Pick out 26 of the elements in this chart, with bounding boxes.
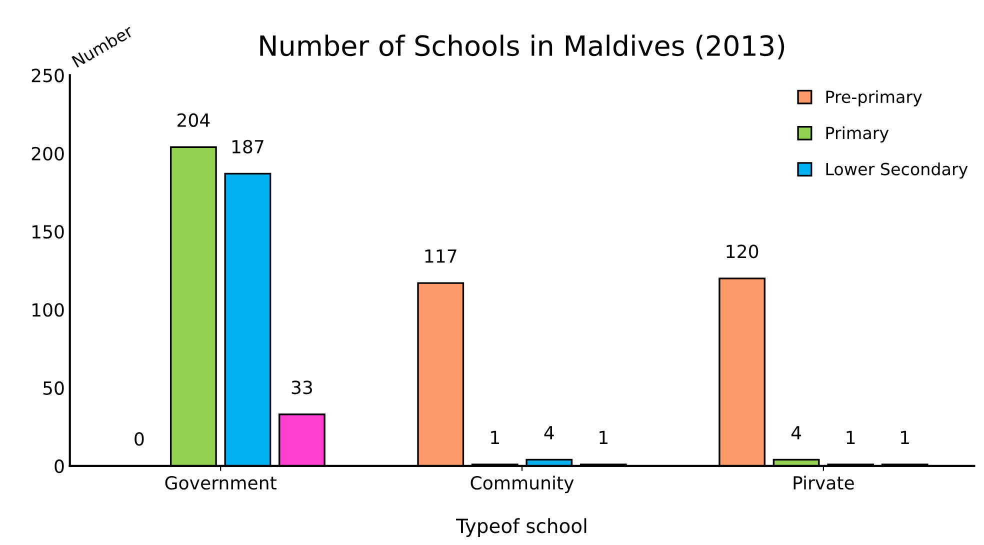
data-label: 4 [544,426,554,440]
y-tick-label: 50 [43,381,64,395]
x-tick-label: Pirvate [794,476,854,490]
y-tick-label: 0 [54,459,64,474]
legend-label: Primary [826,126,889,142]
data-label: 1 [901,430,909,444]
data-label: 120 [726,244,758,258]
x-axis-title: Typeof school [456,518,586,537]
data-label: 0 [134,432,144,446]
y-tick-label: 150 [32,224,64,239]
data-label: 4 [791,426,802,440]
data-label: 1 [846,430,855,444]
data-label: 204 [178,113,210,127]
data-label: 117 [425,250,456,263]
y-tick-label: 200 [32,146,64,160]
legend-label: Pre-primary [826,90,922,106]
y-tick-label: 250 [32,68,64,82]
chart-title: Number of Schools in Maldives (2013) [260,34,784,60]
data-label: 187 [232,140,264,154]
y-tick-label: 100 [32,303,64,317]
data-label: 1 [491,430,499,444]
legend-label: Lower Secondary [826,162,968,179]
x-tick-label: Community [470,476,574,494]
data-label: 33 [292,380,312,394]
data-label: 1 [600,430,608,444]
x-tick-label: Government [165,476,276,490]
